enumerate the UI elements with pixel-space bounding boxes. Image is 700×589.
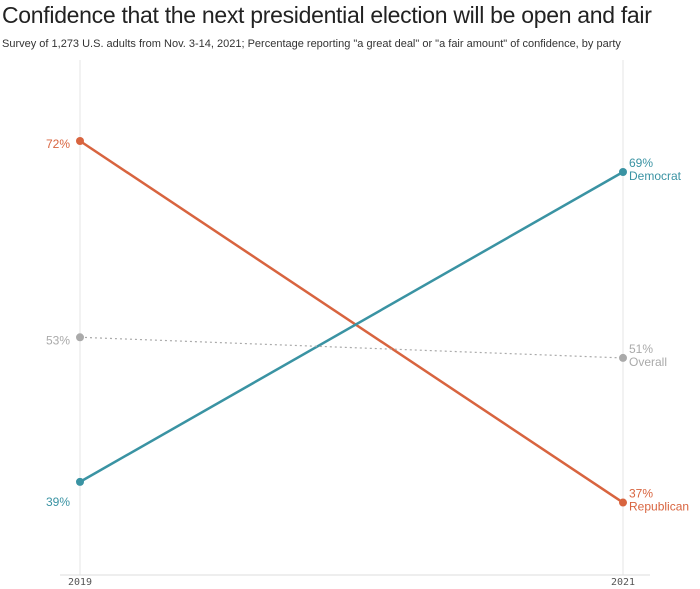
chart-title: Confidence that the next presidential el… xyxy=(2,2,652,28)
overall-point xyxy=(76,333,84,342)
democrat-series-name: Democrat xyxy=(629,169,682,183)
democrat-point xyxy=(619,167,627,176)
chart-subtitle: Survey of 1,273 U.S. adults from Nov. 3-… xyxy=(2,38,621,50)
overall-line xyxy=(79,336,624,359)
x-tick-label: 2019 xyxy=(68,577,92,588)
republican-series-name: Republican xyxy=(629,500,689,514)
republican-point xyxy=(619,498,627,507)
democrat-label-2021: 69% xyxy=(629,156,653,170)
republican-line xyxy=(79,139,624,504)
overall-label-2021: 51% xyxy=(629,342,653,356)
democrat-line xyxy=(79,170,624,483)
republican-label-2019: 72% xyxy=(46,137,70,151)
overall-point xyxy=(619,353,627,362)
overall-label-2019: 53% xyxy=(46,333,70,347)
democrat-label-2019: 39% xyxy=(46,495,70,509)
x-tick-label: 2021 xyxy=(611,577,635,588)
democrat-point xyxy=(76,477,84,486)
overall-series-name: Overall xyxy=(629,355,667,369)
republican-point xyxy=(76,137,84,145)
republican-label-2021: 37% xyxy=(629,487,653,501)
